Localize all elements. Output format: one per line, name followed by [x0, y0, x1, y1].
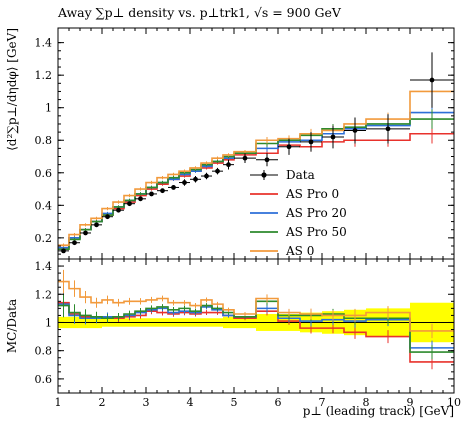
y-tick-label-main: 0.2 [35, 232, 53, 245]
x-tick-label: 10 [447, 396, 461, 409]
data-point [160, 188, 165, 194]
y-tick-label-main: 0.6 [35, 167, 53, 180]
x-tick-label: 3 [143, 396, 150, 409]
series-line-main [58, 111, 454, 249]
data-point [72, 240, 77, 246]
data-point [226, 162, 231, 168]
data-point [385, 126, 391, 132]
legend-marker-data [261, 172, 267, 178]
y-tick-label-main: 0.8 [35, 134, 53, 147]
x-axis-label: p⊥ (leading track) [GeV] [303, 404, 454, 418]
series-line-main [58, 90, 454, 246]
x-tick-label: 4 [187, 396, 194, 409]
series-line-main [58, 118, 454, 251]
x-tick-label: 7 [319, 396, 326, 409]
x-tick-label: 8 [363, 396, 370, 409]
data-point [116, 207, 121, 213]
data-point [193, 176, 198, 182]
data-point [149, 191, 154, 197]
data-point [264, 157, 270, 163]
data-point [352, 128, 358, 133]
legend-label: AS Pro 0 [285, 187, 339, 201]
y-tick-label-ratio: 1.4 [35, 260, 53, 273]
data-point [94, 222, 99, 228]
data-point [61, 248, 66, 254]
y-tick-label-main: 1 [45, 102, 52, 115]
y-tick-label-main: 1.4 [35, 37, 53, 50]
data-point [138, 196, 143, 202]
x-tick-label: 1 [55, 396, 62, 409]
y-tick-label-ratio: 1.2 [35, 288, 53, 301]
legend-label: AS 0 [285, 244, 314, 258]
series-line-ratio [58, 280, 454, 332]
legend-label: Data [286, 168, 315, 182]
y-tick-label-ratio: 0.6 [35, 373, 53, 386]
data-point [215, 168, 220, 174]
legend-label: AS Pro 20 [285, 206, 347, 220]
data-point [204, 173, 209, 179]
y-tick-label-ratio: 0.8 [35, 345, 53, 358]
data-point [286, 144, 292, 150]
data-point [242, 155, 248, 161]
chart-title: Away ∑p⊥ density vs. p⊥trk1, √s = 900 Ge… [57, 5, 342, 20]
y-tick-label-ratio: 1 [45, 316, 52, 329]
x-tick-label: 9 [407, 396, 414, 409]
legend-label: AS Pro 50 [285, 225, 347, 239]
data-point [429, 77, 435, 83]
y-axis-label-ratio: MC/Data [5, 299, 19, 353]
data-point [127, 201, 132, 207]
y-tick-label-main: 1.2 [35, 69, 53, 82]
data-point [308, 139, 314, 145]
data-point [105, 214, 110, 220]
data-point [171, 185, 176, 190]
data-point [182, 180, 187, 185]
x-tick-label: 2 [99, 396, 106, 409]
x-tick-label: 6 [275, 396, 282, 409]
y-tick-label-main: 0.4 [35, 199, 53, 212]
y-axis-label-main: ⟨d²∑p⊥/dηdφ⟩ [GeV] [5, 28, 19, 151]
data-point [83, 230, 88, 236]
x-tick-label: 5 [231, 396, 238, 409]
data-point [330, 134, 336, 140]
